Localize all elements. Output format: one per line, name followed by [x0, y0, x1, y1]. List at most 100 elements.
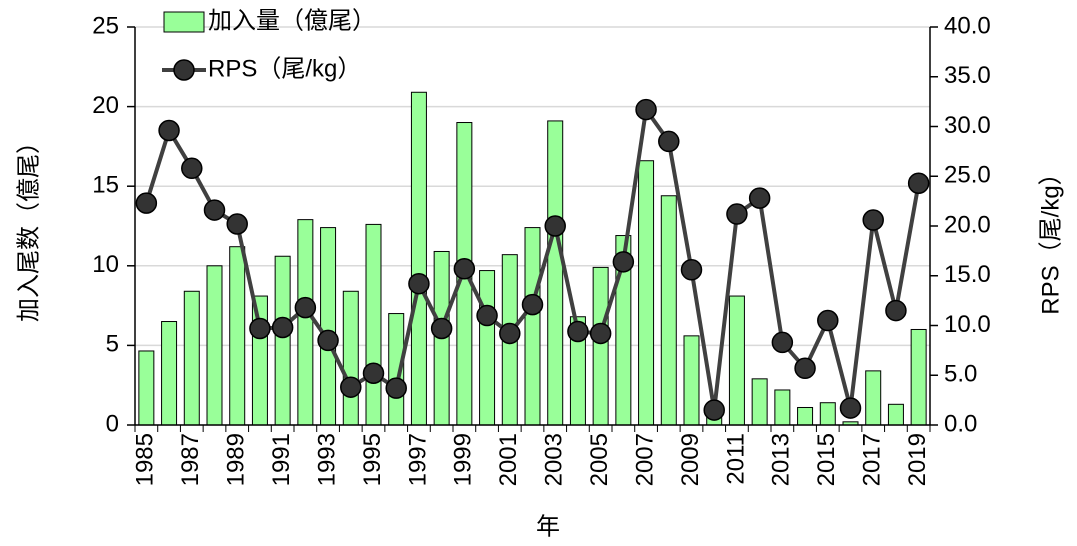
marker	[567, 320, 589, 343]
legend-label: RPS（尾/kg）	[208, 55, 361, 82]
y2-tick-label: 20.0	[944, 211, 991, 238]
marker	[294, 296, 317, 319]
x-tick-label: 2007	[631, 433, 658, 486]
bar	[206, 265, 223, 426]
marker	[408, 272, 430, 295]
y-tick-label: 15	[92, 172, 119, 199]
marker	[317, 329, 339, 352]
y-tick-label: 25	[92, 12, 119, 39]
x-tick-label: 1999	[450, 433, 477, 486]
x-tick-label: 2015	[813, 433, 840, 486]
bar	[138, 350, 155, 426]
marker	[794, 357, 816, 380]
bar	[592, 266, 609, 426]
x-tick-label: 2009	[677, 433, 704, 486]
bar	[274, 255, 291, 426]
x-tick-label: 1995	[359, 433, 386, 486]
bar	[638, 160, 655, 426]
x-tick-label: 2017	[859, 433, 886, 486]
bar	[683, 335, 700, 426]
bar	[342, 290, 359, 426]
x-tick-label: 1991	[268, 433, 295, 486]
marker	[612, 251, 635, 273]
x-tick-label: 1985	[132, 433, 159, 486]
bar	[797, 406, 814, 426]
x-tick-label: 2003	[541, 433, 568, 486]
marker	[680, 259, 703, 281]
marker	[521, 293, 544, 316]
bar	[660, 195, 677, 426]
marker	[771, 331, 794, 354]
marker	[271, 316, 294, 339]
marker	[499, 322, 521, 345]
y-axis-title: 加入尾数（億尾）	[15, 130, 42, 322]
bar	[297, 219, 314, 426]
bar	[183, 290, 200, 426]
bar	[910, 328, 927, 426]
x-tick-label: 2013	[768, 433, 795, 486]
marker	[839, 397, 862, 419]
y2-tick-label: 15.0	[944, 261, 991, 288]
marker	[362, 362, 385, 385]
marker	[385, 377, 407, 399]
x-tick-label: 1989	[223, 433, 250, 486]
marker	[589, 322, 612, 345]
marker	[340, 376, 362, 398]
bar	[819, 402, 836, 426]
y-tick-label: 0	[106, 410, 119, 437]
y2-tick-label: 35.0	[944, 62, 991, 89]
marker	[158, 119, 180, 142]
bar	[751, 378, 768, 426]
marker	[249, 317, 271, 340]
marker	[658, 130, 680, 153]
bar	[774, 389, 791, 426]
marker	[907, 172, 930, 194]
marker	[635, 98, 657, 121]
marker	[817, 309, 839, 332]
legend-marker	[173, 59, 195, 81]
x-axis-title: 年	[536, 513, 560, 540]
y-tick-label: 5	[106, 331, 119, 358]
marker	[862, 209, 884, 231]
y2-tick-label: 30.0	[944, 112, 991, 139]
marker	[885, 299, 907, 322]
marker	[181, 157, 203, 180]
bar	[365, 223, 382, 426]
bar	[320, 227, 337, 426]
bar	[547, 120, 564, 426]
bar	[524, 227, 541, 426]
y2-tick-label: 25.0	[944, 162, 991, 189]
y2-tick-label: 5.0	[944, 361, 977, 388]
bar	[229, 246, 246, 426]
x-tick-label: 1987	[177, 433, 204, 486]
x-tick-label: 2011	[722, 433, 749, 485]
y2-tick-label: 0.0	[944, 410, 977, 437]
x-tick-label: 2019	[904, 433, 931, 486]
x-tick-label: 1993	[313, 433, 340, 486]
marker	[726, 203, 748, 225]
marker	[226, 213, 248, 235]
marker	[748, 187, 771, 209]
y2-tick-label: 10.0	[944, 311, 991, 338]
x-tick-label: 2001	[495, 433, 522, 486]
x-tick-label: 2005	[586, 433, 613, 486]
bar	[251, 295, 268, 426]
bar	[479, 270, 496, 426]
legend-label: 加入量（億尾）	[208, 7, 376, 34]
bar	[410, 91, 427, 426]
marker	[453, 258, 476, 280]
marker	[544, 215, 566, 237]
y2-tick-label: 40.0	[944, 12, 991, 39]
bar	[728, 295, 745, 426]
marker	[135, 192, 158, 214]
bar	[865, 370, 882, 426]
y-tick-label: 20	[92, 92, 119, 119]
marker	[203, 199, 226, 221]
x-tick-label: 1997	[404, 433, 431, 486]
legend-swatch	[163, 11, 205, 33]
bar	[161, 321, 178, 426]
marker	[703, 399, 725, 421]
y2-axis-title: RPS（尾/kg）	[1037, 161, 1064, 314]
